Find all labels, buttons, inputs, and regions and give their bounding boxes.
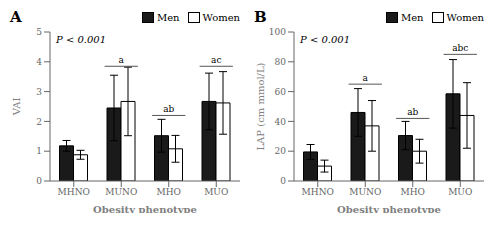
svg-text:80: 80	[275, 57, 287, 67]
svg-text:abc: abc	[452, 43, 468, 53]
html-text:P < 0.001: P < 0.001	[56, 34, 107, 45]
svg-text:4: 4	[36, 57, 42, 67]
svg-text:60: 60	[275, 87, 287, 97]
html-text:P < 0.001: P < 0.001	[300, 34, 351, 45]
svg-text:MHNO: MHNO	[58, 187, 90, 197]
svg-text:1: 1	[36, 146, 42, 156]
svg-text:MUNO: MUNO	[105, 187, 137, 197]
html-text:A: A	[10, 8, 22, 26]
svg-text:VAI: VAI	[11, 98, 22, 117]
svg-text:3: 3	[36, 87, 42, 97]
svg-text:20: 20	[275, 146, 287, 156]
svg-text:Obesity phenotype: Obesity phenotype	[93, 204, 197, 213]
svg-text:40: 40	[275, 117, 287, 127]
svg-text:ac: ac	[211, 55, 221, 65]
svg-text:a: a	[119, 55, 125, 65]
svg-text:2: 2	[36, 117, 42, 127]
svg-text:MUNO: MUNO	[349, 187, 381, 197]
svg-text:MUO: MUO	[448, 187, 472, 197]
svg-text:MHNO: MHNO	[302, 187, 334, 197]
svg-text:MUO: MUO	[204, 187, 228, 197]
svg-text:MHO: MHO	[157, 187, 181, 197]
svg-text:ab: ab	[163, 104, 174, 114]
html-text:Women: Women	[446, 12, 484, 23]
svg-text:LAP (cm mmol/L): LAP (cm mmol/L)	[255, 62, 266, 150]
svg-text:Obesity phenotype: Obesity phenotype	[337, 204, 441, 213]
html-text:Men: Men	[400, 12, 424, 23]
svg-text:ab: ab	[407, 107, 418, 117]
svg-text:5: 5	[36, 27, 42, 37]
svg-text:0: 0	[280, 176, 286, 186]
svg-text:MHO: MHO	[401, 187, 425, 197]
html-text:Women: Women	[202, 12, 240, 23]
svg-text:a: a	[363, 73, 369, 83]
html-text:B: B	[254, 8, 267, 26]
svg-text:0: 0	[36, 176, 42, 186]
html-text:Men: Men	[156, 12, 180, 23]
svg-text:100: 100	[269, 27, 286, 37]
